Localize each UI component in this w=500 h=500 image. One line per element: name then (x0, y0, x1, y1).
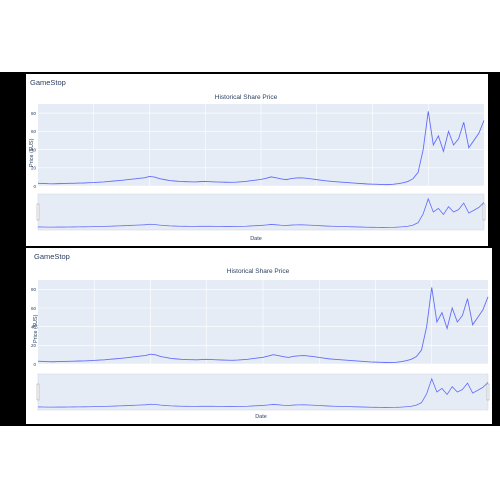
range-slider-background (37, 193, 485, 231)
range-handle-right[interactable] (486, 383, 490, 401)
chart-panel-1: GameStop Historical Share Price Price ($… (26, 74, 488, 246)
y-tick-label: 40 (31, 324, 37, 329)
y-tick-label: 40 (31, 147, 37, 152)
main-plot-area[interactable]: 0 20 40 60 80 (31, 280, 489, 367)
chart-svg-1[interactable]: 0 20 40 60 80 (26, 74, 488, 246)
y-tick-label: 80 (31, 111, 37, 116)
company-name: GameStop (34, 252, 70, 261)
range-slider-line (37, 197, 485, 228)
range-slider[interactable] (36, 193, 486, 231)
range-slider[interactable] (36, 373, 490, 411)
x-axis-label: Date (250, 236, 262, 242)
y-tick-label: 20 (31, 166, 37, 171)
y-tick-label: 60 (31, 306, 37, 311)
y-tick-label: 0 (33, 362, 36, 367)
chart-panel-2: GameStop Historical Share Price Price ($… (26, 248, 492, 424)
chart-title: Historical Share Price (226, 268, 290, 275)
range-slider-background (37, 373, 489, 411)
chart-svg-2[interactable]: 0 20 40 60 80 (26, 248, 492, 424)
company-name: GameStop (30, 78, 66, 87)
price-line (37, 111, 485, 186)
range-handle-left[interactable] (36, 383, 40, 401)
y-tick-label: 60 (31, 129, 37, 134)
y-tick-label: 20 (31, 343, 37, 348)
x-axis-label: Date (255, 414, 267, 420)
price-line (37, 287, 489, 364)
range-slider-line (37, 377, 489, 408)
y-tick-label: 80 (31, 287, 37, 292)
range-handle-right[interactable] (482, 203, 486, 221)
range-handle-left[interactable] (36, 203, 40, 221)
chart-title: Historical Share Price (214, 94, 278, 101)
y-tick-label: 0 (33, 184, 36, 189)
main-plot-area[interactable]: 0 20 40 60 80 (31, 104, 485, 189)
